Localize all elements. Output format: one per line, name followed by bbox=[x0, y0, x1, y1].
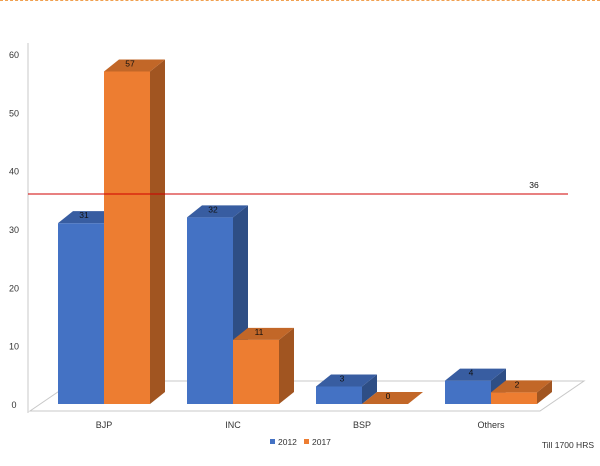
bar-others-2012-front bbox=[445, 381, 491, 404]
y-tick-label: 30 bbox=[9, 225, 19, 235]
legend-label-2017: 2017 bbox=[312, 437, 331, 447]
x-tick-label-bjp: BJP bbox=[96, 420, 113, 430]
data-label-inc-2017: 11 bbox=[255, 327, 264, 337]
bar-others-2017-front bbox=[491, 392, 537, 404]
y-tick-label: 20 bbox=[9, 283, 19, 293]
bar-inc-2017-side bbox=[279, 328, 294, 404]
bar-inc-2012-front bbox=[187, 217, 233, 404]
y-tick-label: 0 bbox=[11, 400, 16, 410]
data-label-others-2012: 4 bbox=[469, 368, 474, 378]
legend-label-2012: 2012 bbox=[278, 437, 297, 447]
bar-bjp-2012-front bbox=[58, 223, 104, 404]
x-tick-label-bsp: BSP bbox=[353, 420, 371, 430]
data-label-bsp-2012: 3 bbox=[340, 374, 345, 384]
bar-inc-2017 bbox=[233, 328, 294, 404]
data-label-others-2017: 2 bbox=[515, 379, 520, 389]
bar-bsp-2012-front bbox=[316, 387, 362, 405]
bar-inc-2017-front bbox=[233, 340, 279, 404]
y-tick-label: 50 bbox=[9, 108, 19, 118]
data-label-inc-2012: 32 bbox=[208, 204, 218, 214]
footnote: Till 1700 HRS bbox=[542, 440, 594, 450]
legend-swatch-2012 bbox=[270, 439, 275, 444]
bar-bjp-2017-front bbox=[104, 72, 150, 405]
y-tick-label: 10 bbox=[9, 342, 19, 352]
bar-bjp-2017 bbox=[104, 60, 165, 405]
data-label-bsp-2017: 0 bbox=[386, 391, 391, 401]
y-tick-label: 60 bbox=[9, 50, 19, 60]
data-label-bjp-2012: 31 bbox=[79, 210, 89, 220]
y-tick-label: 40 bbox=[9, 167, 19, 177]
data-label-bjp-2017: 57 bbox=[125, 59, 135, 69]
x-tick-label-inc: INC bbox=[225, 420, 241, 430]
bar-bjp-2017-side bbox=[150, 60, 165, 405]
reference-line-label: 36 bbox=[529, 180, 539, 190]
x-tick-label-others: Others bbox=[477, 420, 505, 430]
legend-swatch-2017 bbox=[304, 439, 309, 444]
